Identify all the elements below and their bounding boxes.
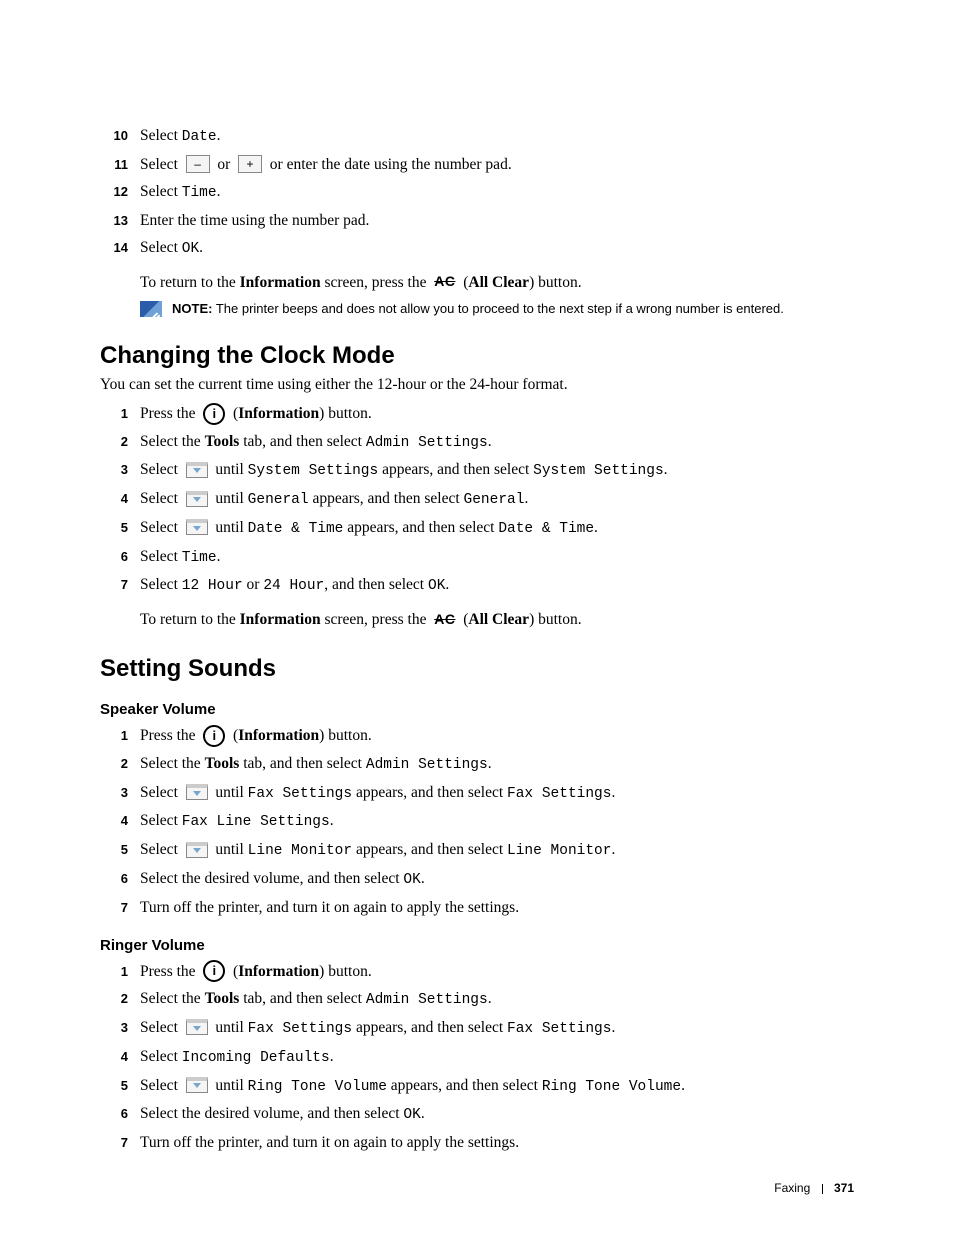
- step-body: Select until Fax Settings appears, and t…: [140, 781, 854, 806]
- step-number: 11: [100, 155, 128, 175]
- step-body: Select the desired volume, and then sele…: [140, 867, 854, 892]
- step-body: Select Incoming Defaults.: [140, 1045, 854, 1070]
- step-number: 2: [100, 432, 128, 452]
- step-body: Select 12 Hour or 24 Hour, and then sele…: [140, 573, 854, 598]
- step-body: Select until Ring Tone Volume appears, a…: [140, 1074, 854, 1099]
- step-item: 3 Select until Fax Settings appears, and …: [100, 1016, 854, 1041]
- step-item: 7 Select 12 Hour or 24 Hour, and then sel…: [100, 573, 854, 598]
- step-body: Press the i (Information) button.: [140, 960, 854, 983]
- step-body: Select Time.: [140, 180, 854, 205]
- step-item: 11 Select – or + or enter the date using …: [100, 153, 854, 176]
- steps-list-ringer: 1 Press the i (Information) button. 2 Selec…: [100, 960, 854, 1154]
- step-body: Select until Date & Time appears, and th…: [140, 516, 854, 541]
- step-item: 4 Select Fax Line Settings.: [100, 809, 854, 834]
- step-item: 6 Select the desired volume, and then sel…: [100, 867, 854, 892]
- step-body: Select Fax Line Settings.: [140, 809, 854, 834]
- note-row: NOTE: The printer beeps and does not all…: [140, 300, 854, 318]
- step-item: 1 Press the i (Information) button.: [100, 402, 854, 425]
- step-number: 14: [100, 238, 128, 258]
- step-item: 14 Select OK.: [100, 236, 854, 261]
- step-body: Select the Tools tab, and then select Ad…: [140, 430, 854, 455]
- subheading-ringer-volume: Ringer Volume: [100, 937, 854, 954]
- step-body: Select – or + or enter the date using th…: [140, 153, 854, 176]
- return-info-text: To return to the Information screen, pre…: [140, 271, 854, 294]
- step-body: Select until Fax Settings appears, and t…: [140, 1016, 854, 1041]
- step-body: Select Date.: [140, 124, 854, 149]
- step-number: 6: [100, 869, 128, 889]
- step-number: 7: [100, 575, 128, 595]
- step-item: 4 Select until General appears, and then …: [100, 487, 854, 512]
- step-number: 4: [100, 811, 128, 831]
- note-body: The printer beeps and does not allow you…: [212, 301, 783, 316]
- footer-separator: [822, 1184, 823, 1194]
- step-number: 6: [100, 547, 128, 567]
- page-footer: Faxing 371: [774, 1181, 854, 1195]
- heading-clock-mode: Changing the Clock Mode: [100, 342, 854, 370]
- step-number: 10: [100, 126, 128, 146]
- step-body: Press the i (Information) button.: [140, 724, 854, 747]
- step-body: Press the i (Information) button.: [140, 402, 854, 425]
- step-body: Select until System Settings appears, an…: [140, 458, 854, 483]
- step-item: 3 Select until System Settings appears, a…: [100, 458, 854, 483]
- step-number: 1: [100, 404, 128, 424]
- step-item: 2 Select the Tools tab, and then select A…: [100, 430, 854, 455]
- step-item: 1 Press the i (Information) button.: [100, 724, 854, 747]
- step-item: 6 Select Time.: [100, 545, 854, 570]
- step-number: 3: [100, 783, 128, 803]
- step-item: 4 Select Incoming Defaults.: [100, 1045, 854, 1070]
- step-body: Enter the time using the number pad.: [140, 209, 854, 232]
- note-text: NOTE: The printer beeps and does not all…: [172, 300, 784, 318]
- step-number: 3: [100, 460, 128, 480]
- step-number: 4: [100, 489, 128, 509]
- step-item: 13 Enter the time using the number pad.: [100, 209, 854, 232]
- lead-clock-mode: You can set the current time using eithe…: [100, 376, 854, 394]
- step-body: Turn off the printer, and turn it on aga…: [140, 896, 854, 919]
- footer-page-number: 371: [834, 1181, 854, 1195]
- step-number: 6: [100, 1104, 128, 1124]
- step-number: 5: [100, 840, 128, 860]
- step-body: Select until Line Monitor appears, and t…: [140, 838, 854, 863]
- steps-list-top: 10 Select Date. 11 Select – or + or enter t…: [100, 124, 854, 261]
- step-item: 1 Press the i (Information) button.: [100, 960, 854, 983]
- step-item: 10 Select Date.: [100, 124, 854, 149]
- step-item: 2 Select the Tools tab, and then select A…: [100, 752, 854, 777]
- step-item: 5 Select until Line Monitor appears, and …: [100, 838, 854, 863]
- step-number: 7: [100, 1133, 128, 1153]
- step-item: 3 Select until Fax Settings appears, and …: [100, 781, 854, 806]
- step-body: Select the Tools tab, and then select Ad…: [140, 987, 854, 1012]
- step-number: 2: [100, 989, 128, 1009]
- step-body: Select Time.: [140, 545, 854, 570]
- step-number: 5: [100, 518, 128, 538]
- step-number: 1: [100, 726, 128, 746]
- return-info-text-clock: To return to the Information screen, pre…: [140, 608, 854, 631]
- steps-list-clock: 1 Press the i (Information) button. 2 Selec…: [100, 402, 854, 598]
- step-number: 7: [100, 898, 128, 918]
- subheading-speaker-volume: Speaker Volume: [100, 701, 854, 718]
- step-item: 2 Select the Tools tab, and then select A…: [100, 987, 854, 1012]
- heading-setting-sounds: Setting Sounds: [100, 655, 854, 683]
- step-body: Select the desired volume, and then sele…: [140, 1102, 854, 1127]
- steps-list-speaker: 1 Press the i (Information) button. 2 Selec…: [100, 724, 854, 918]
- page-container: 10Select Date.11Select – or + or enter t…: [0, 0, 954, 1235]
- note-icon: [140, 301, 162, 317]
- footer-chapter: Faxing: [774, 1181, 810, 1195]
- step-body: Select the Tools tab, and then select Ad…: [140, 752, 854, 777]
- step-item: 7 Turn off the printer, and turn it on ag…: [100, 1131, 854, 1154]
- step-number: 4: [100, 1047, 128, 1067]
- step-number: 1: [100, 962, 128, 982]
- note-label: NOTE:: [172, 301, 212, 316]
- step-item: 7 Turn off the printer, and turn it on ag…: [100, 896, 854, 919]
- step-item: 5 Select until Ring Tone Volume appears, …: [100, 1074, 854, 1099]
- step-body: Select until General appears, and then s…: [140, 487, 854, 512]
- step-body: Turn off the printer, and turn it on aga…: [140, 1131, 854, 1154]
- step-number: 5: [100, 1076, 128, 1096]
- step-item: 12 Select Time.: [100, 180, 854, 205]
- step-number: 2: [100, 754, 128, 774]
- step-item: 5 Select until Date & Time appears, and t…: [100, 516, 854, 541]
- step-number: 13: [100, 211, 128, 231]
- step-number: 3: [100, 1018, 128, 1038]
- step-body: Select OK.: [140, 236, 854, 261]
- step-item: 6 Select the desired volume, and then sel…: [100, 1102, 854, 1127]
- step-number: 12: [100, 182, 128, 202]
